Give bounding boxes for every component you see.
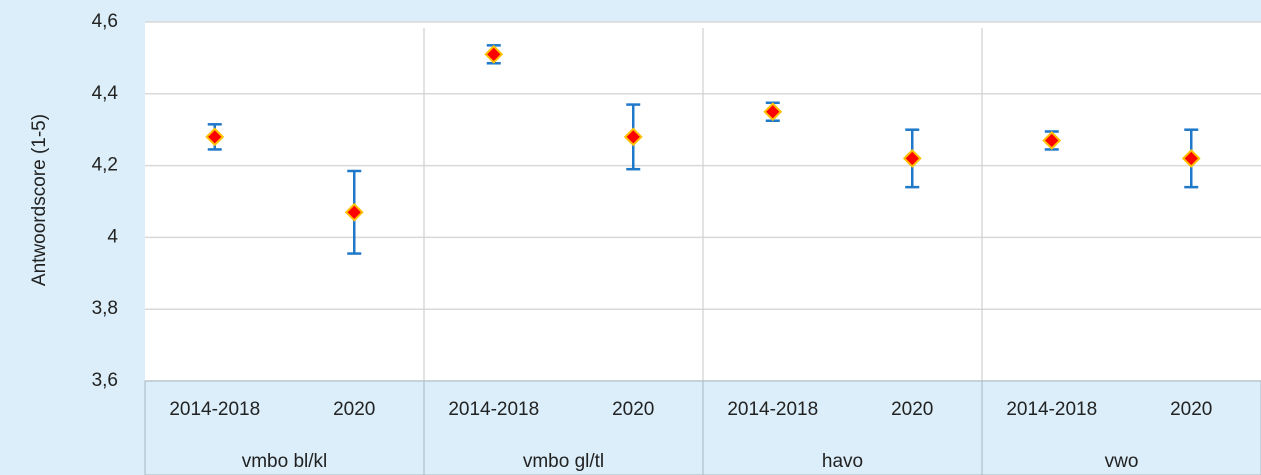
marker xyxy=(1042,131,1062,150)
y-tick-label: 4,2 xyxy=(92,155,118,176)
group-label: vmbo bl/kl xyxy=(242,451,328,472)
y-tick-label: 4,6 xyxy=(92,11,118,32)
group-label: havo xyxy=(822,451,863,472)
group-cell xyxy=(144,380,425,475)
marker xyxy=(205,127,225,147)
x-tick-label: 2014-2018 xyxy=(727,399,818,420)
x-tick-label: 2014-2018 xyxy=(1006,399,1097,420)
x-tick-label: 2020 xyxy=(891,399,933,420)
marker xyxy=(1181,149,1201,168)
x-tick-label: 2020 xyxy=(333,399,375,420)
marker xyxy=(484,44,504,64)
group-cell xyxy=(702,380,983,475)
x-tick-label: 2014-2018 xyxy=(448,399,539,420)
x-tick-label: 2014-2018 xyxy=(169,399,260,420)
group-cell xyxy=(981,380,1261,475)
y-tick-label: 3,6 xyxy=(92,370,118,391)
group-cell xyxy=(423,380,704,475)
marker xyxy=(623,127,643,147)
marker xyxy=(344,202,364,222)
y-axis-label: Antwoordscore (1-5) xyxy=(29,114,50,286)
x-tick-label: 2020 xyxy=(1170,399,1212,420)
x-tick-label: 2020 xyxy=(612,399,654,420)
marker xyxy=(902,149,922,168)
group-label: vwo xyxy=(1105,451,1139,472)
y-tick-label: 4,4 xyxy=(92,83,119,104)
y-tick-label: 3,8 xyxy=(92,298,118,319)
group-label: vmbo gl/tl xyxy=(523,451,604,472)
marker xyxy=(763,102,783,122)
y-tick-label: 4 xyxy=(107,226,118,247)
